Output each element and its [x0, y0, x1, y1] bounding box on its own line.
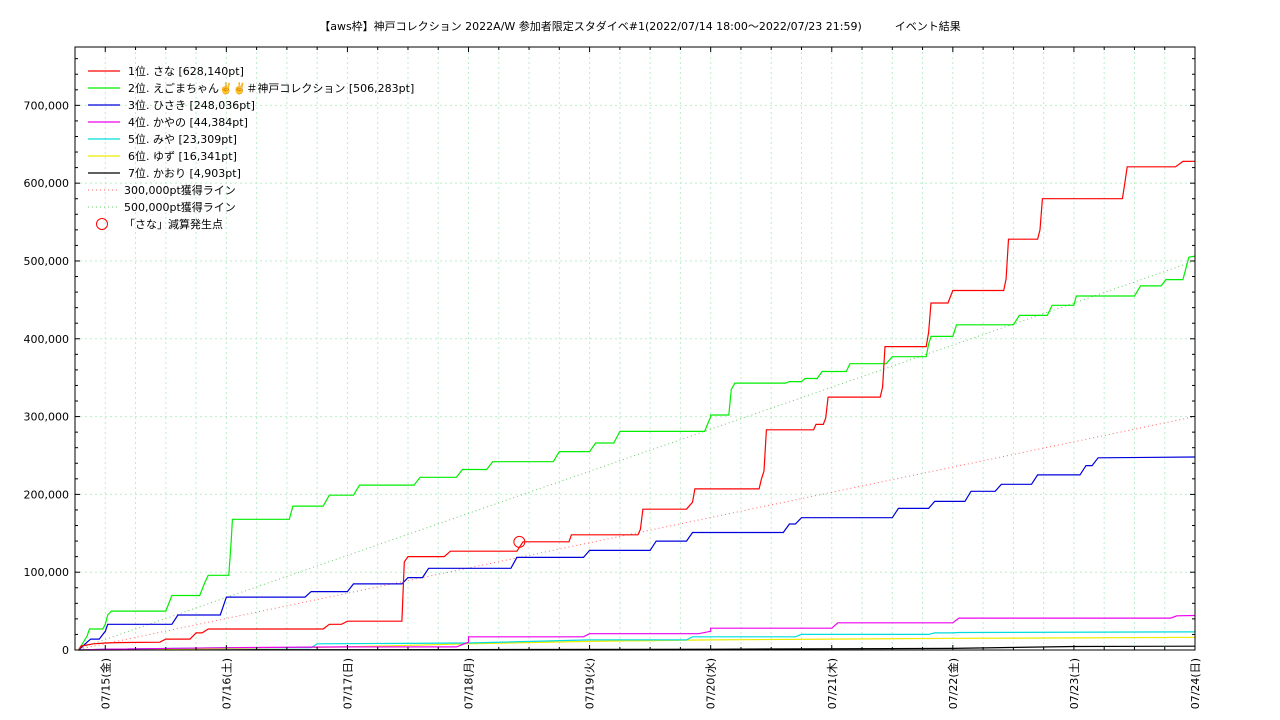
y-tick-label: 0 — [62, 644, 69, 657]
series-line — [78, 255, 1196, 651]
legend: 1位. さな [628,140pt] 2位. えごまちゃん✌️✌️＃神戸コレクショ… — [88, 64, 414, 231]
x-tick-label: 07/23(土) — [1068, 658, 1081, 709]
x-tick-label: 07/19(火) — [584, 658, 597, 709]
decrease-marker — [513, 535, 526, 548]
y-tick-label: 300,000 — [24, 411, 70, 424]
series-lines — [78, 160, 1196, 651]
plot-frame — [74, 46, 1196, 651]
reference-line — [74, 416, 1196, 651]
y-tick-label: 700,000 — [24, 99, 70, 112]
x-tick-label: 07/21(木) — [826, 658, 839, 709]
reference-line — [74, 260, 1196, 651]
chart-title: 【aws枠】神戸コレクション 2022A/W 参加者限定スタダイベ#1(2022… — [319, 20, 961, 33]
legend-label: 4位. かやの [44,384pt] — [128, 115, 248, 129]
y-tick-label: 200,000 — [24, 488, 70, 501]
x-tick-label: 07/20(水) — [705, 658, 718, 709]
x-tick-label: 07/15(金) — [98, 658, 112, 709]
legend-label: 6位. ゆず [16,341pt] — [128, 149, 237, 163]
x-tick-label: 07/24(日) — [1189, 658, 1202, 709]
legend-label: 「さな」減算発生点 — [124, 217, 223, 231]
legend-label: 3位. ひさき [248,036pt] — [128, 98, 255, 112]
series-line — [78, 456, 1196, 651]
legend-label: 5位. みや [23,309pt] — [128, 132, 237, 146]
x-tick-label: 07/18(月) — [463, 658, 476, 709]
legend-label: 300,000pt獲得ライン — [124, 184, 236, 197]
legend-marker — [96, 218, 108, 230]
y-tick-label: 400,000 — [24, 333, 70, 346]
legend-label: 2位. えごまちゃん✌️✌️＃神戸コレクション [506,283pt] — [128, 81, 414, 95]
y-tick-label: 600,000 — [24, 177, 70, 190]
legend-label: 500,000pt獲得ライン — [124, 201, 236, 214]
legend-label: 1位. さな [628,140pt] — [128, 64, 244, 78]
legend-label: 7位. かおり [4,903pt] — [128, 166, 241, 180]
axis-ticks: 0 100,000 200,000 300,000 400,000 500,000 600,… — [24, 47, 1202, 709]
y-tick-label: 500,000 — [24, 255, 70, 268]
reference-lines — [74, 260, 1196, 651]
series-line — [78, 160, 1196, 651]
y-tick-label: 100,000 — [24, 566, 70, 579]
x-tick-label: 07/16(土) — [220, 658, 233, 709]
x-tick-label: 07/22(金) — [946, 658, 960, 709]
markers — [513, 535, 526, 548]
x-tick-label: 07/17(日) — [341, 658, 354, 709]
grid-lines — [75, 47, 1196, 650]
